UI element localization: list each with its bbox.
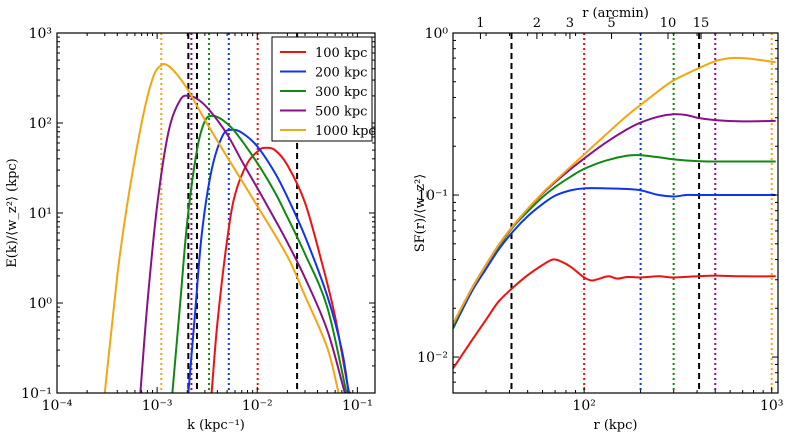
y-tick-label: 10⁻² [417,350,448,366]
series-line-200-kpc [187,128,350,393]
series-line-100-kpc [453,258,776,370]
series-line-1000-kpc [453,56,776,325]
legend-box [271,36,373,142]
top-x-tick-label: 1 [476,16,484,31]
y-axis-label: SF(r)/⟨w_z²⟩ [413,174,428,253]
minor-ticks [453,33,778,393]
y-tick-label: 10¹ [29,206,52,222]
x-tick-label: 10³ [760,398,783,414]
series-lines [103,63,352,393]
top-x-tick-label: 15 [693,16,710,31]
top-x-tick-label: 5 [607,16,615,31]
legend-label: 100 kpc [315,46,367,61]
legend-label: 1000 kpc [315,124,376,139]
top-x-axis-label: r (arcmin) [582,6,649,21]
y-tick-label: 10² [29,116,52,132]
top-x-tick-label: 10 [660,16,677,31]
top-x-tick-label: 3 [566,16,574,31]
series-line-500-kpc [139,94,346,393]
left-panel: 10⁻⁴ 10⁻³ 10⁻² 10⁻¹ 10⁻¹ 10⁰ 10¹ 10² 10³ k (kpc⁻¹… [5,26,376,433]
y-tick-label: 10⁰ [425,26,449,42]
series-line-1000-kpc [103,63,340,393]
x-tick-label: 10⁻⁴ [42,398,73,414]
y-tick-label: 10⁻¹ [21,386,52,402]
x-tick-label: 10² [572,398,595,414]
top-x-tick-label: 2 [533,16,541,31]
series-line-200-kpc [453,187,776,329]
plot-frame [452,32,779,394]
x-axis-label: r (kpc) [594,418,638,433]
legend-label: 500 kpc [315,105,367,120]
x-axis-label: k (kpc⁻¹) [187,418,245,433]
y-axis-label: E(k)/⟨w_z²⟩ (kpc) [5,158,20,267]
series-line-300-kpc [171,114,348,393]
series-line-500-kpc [453,113,776,325]
reference-lines [510,33,773,393]
y-tick-label: 10⁰ [29,296,53,312]
legend-label: 300 kpc [315,85,367,100]
series-line-100-kpc [210,146,352,393]
x-tick-label: 10⁻³ [142,398,173,414]
right-panel: 10² 10³ 10⁻² 10⁻¹ 10⁰ 1 2 3 5 10 15 r (arcmin) r (kp… [413,6,783,433]
legend-label: 200 kpc [315,66,367,81]
x-tick-label: 10⁻² [242,398,273,414]
x-tick-label: 10⁻¹ [342,398,373,414]
legend: 100 kpc 200 kpc 300 kpc 500 kpc 1000 kpc [271,36,376,142]
y-tick-label: 10³ [29,26,52,42]
series-lines [453,56,776,370]
y-tick-label: 10⁻¹ [417,188,448,204]
